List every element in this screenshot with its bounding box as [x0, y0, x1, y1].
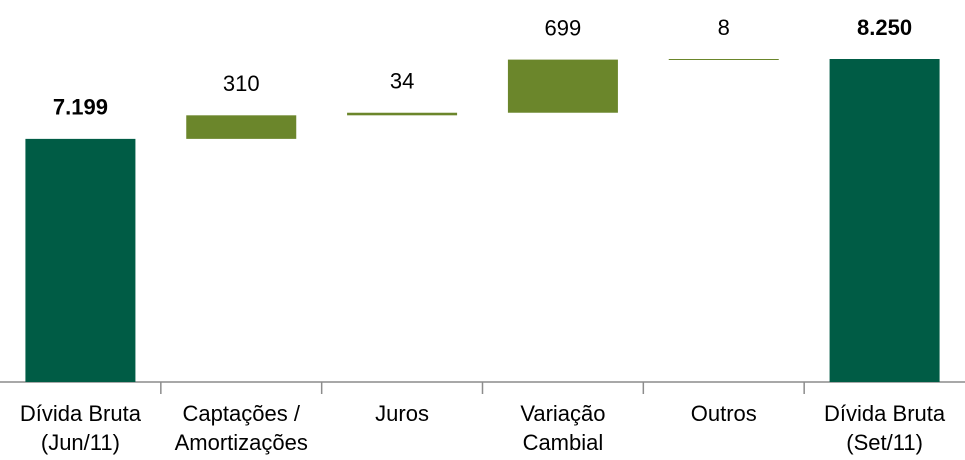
value-label: 8 [718, 15, 730, 40]
x-tick-label: (Set/11) [846, 430, 923, 455]
delta-bar [347, 112, 458, 116]
x-tick-label: Dívida Bruta [824, 401, 946, 426]
value-label: 699 [545, 15, 582, 40]
x-tick-label: Dívida Bruta [20, 401, 142, 426]
x-tick-label: Captações / [183, 401, 301, 426]
x-tick-label: Amortizações [175, 430, 308, 455]
delta-bar [186, 115, 297, 139]
value-label: 7.199 [53, 95, 108, 120]
delta-bar [668, 59, 779, 60]
value-label: 310 [223, 71, 260, 96]
total-bar [829, 59, 940, 382]
x-tick-label: Cambial [523, 430, 604, 455]
x-tick-label: Variação [520, 401, 605, 426]
total-bar [25, 138, 136, 382]
x-tick-label: (Jun/11) [41, 430, 120, 455]
x-tick-label: Juros [375, 401, 429, 426]
value-label: 8.250 [857, 15, 912, 40]
value-label: 34 [390, 69, 414, 94]
delta-bar [507, 59, 618, 113]
x-tick-label: Outros [691, 401, 757, 426]
